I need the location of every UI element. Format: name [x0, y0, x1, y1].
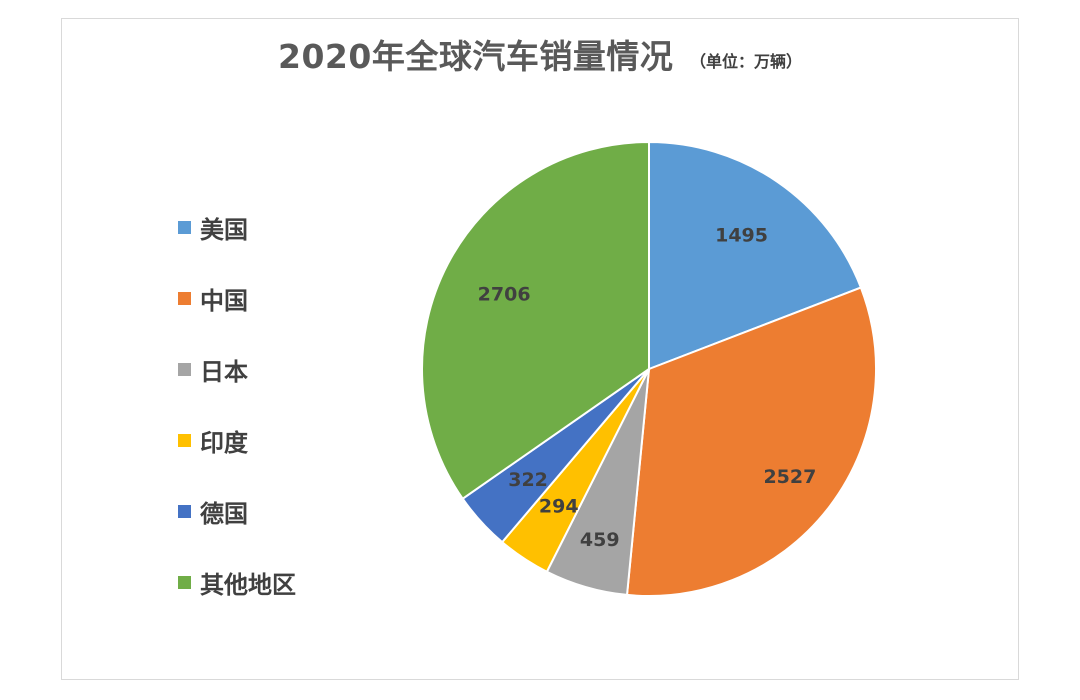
data-label-china: 2527	[763, 466, 816, 488]
legend-item-germany: 德国	[178, 476, 378, 547]
legend-label-china: 中国	[200, 287, 248, 315]
legend-label-india: 印度	[200, 429, 248, 457]
legend-swatch-other	[178, 576, 191, 589]
data-label-japan: 459	[580, 529, 620, 551]
chart-title: 2020年全球汽车销量情况	[278, 37, 674, 76]
legend-swatch-germany	[178, 505, 191, 518]
legend-swatch-usa	[178, 221, 191, 234]
pie-slice-usa	[648, 140, 863, 371]
legend-item-japan: 日本	[178, 334, 378, 405]
pie-slice-other	[421, 140, 650, 501]
legend-label-other: 其他地区	[200, 571, 296, 599]
legend-item-india: 印度	[178, 405, 378, 476]
legend-label-japan: 日本	[200, 358, 248, 386]
legend-swatch-china	[178, 292, 191, 305]
legend-item-other: 其他地区	[178, 547, 378, 618]
pie-slices	[421, 140, 877, 597]
legend-swatch-india	[178, 434, 191, 447]
legend-item-china: 中国	[178, 263, 378, 334]
chart-legend: 美国 中国 日本 印度 德国 其他地区	[178, 192, 378, 618]
data-label-india: 294	[539, 495, 579, 517]
data-label-other: 2706	[478, 283, 531, 305]
chart-unit-subtitle: （单位：万辆）	[690, 52, 803, 71]
legend-label-germany: 德国	[200, 500, 248, 528]
legend-item-usa: 美国	[178, 192, 378, 263]
data-label-usa: 1495	[715, 224, 768, 246]
data-label-germany: 322	[508, 469, 548, 491]
pie-slice-china	[625, 286, 877, 597]
legend-label-usa: 美国	[200, 216, 248, 244]
legend-swatch-japan	[178, 363, 191, 376]
